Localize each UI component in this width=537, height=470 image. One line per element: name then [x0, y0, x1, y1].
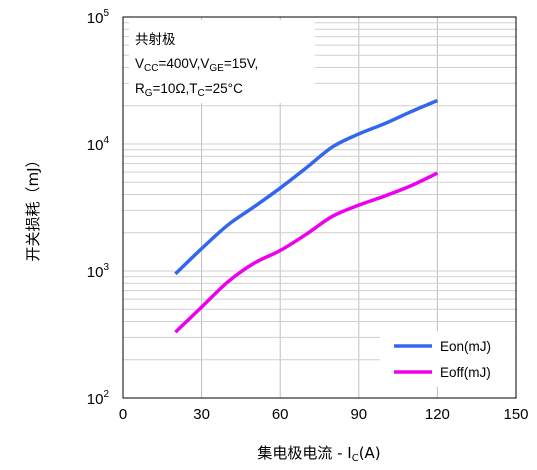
annotation-line-3: RG=10Ω,TC=25°C	[135, 81, 243, 99]
y-tick-label: 103	[87, 262, 110, 281]
series-layer	[174, 98, 439, 334]
x-tick-label: 0	[119, 406, 127, 423]
y-ticks: 102 103 104 105	[87, 8, 110, 408]
y-tick-label: 104	[87, 135, 110, 154]
x-tick-label: 30	[193, 406, 210, 423]
annotation-line-1: 共射极	[135, 32, 176, 47]
grid	[123, 17, 516, 398]
annotation-line-2: VCC=400V,VGE=15V,	[135, 56, 258, 74]
x-ticks: 0 30 60 90 120 150	[119, 406, 529, 423]
legend-label-eon: Eon(mJ)	[440, 339, 491, 354]
x-tick-label: 90	[350, 406, 367, 423]
series-line-eon	[174, 98, 439, 276]
x-tick-label: 60	[272, 406, 289, 423]
legend-box	[380, 331, 515, 387]
y-axis-label: 开关损耗（mJ）	[24, 152, 42, 261]
legend-label-eoff: Eoff(mJ)	[440, 365, 491, 380]
x-tick-label: 150	[503, 406, 528, 423]
y-tick-label: 102	[87, 389, 110, 408]
plot-border	[122, 16, 517, 399]
annotation-box	[129, 20, 315, 103]
series-line-eoff	[174, 171, 439, 334]
x-tick-label: 120	[425, 406, 450, 423]
x-axis-label: 集电极电流 - IC(A)	[257, 444, 380, 464]
y-tick-label: 105	[87, 8, 110, 27]
